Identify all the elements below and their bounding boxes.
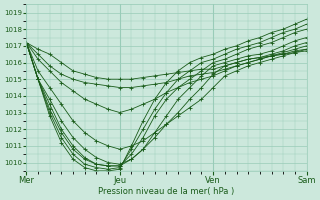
X-axis label: Pression niveau de la mer( hPa ): Pression niveau de la mer( hPa ): [98, 187, 235, 196]
